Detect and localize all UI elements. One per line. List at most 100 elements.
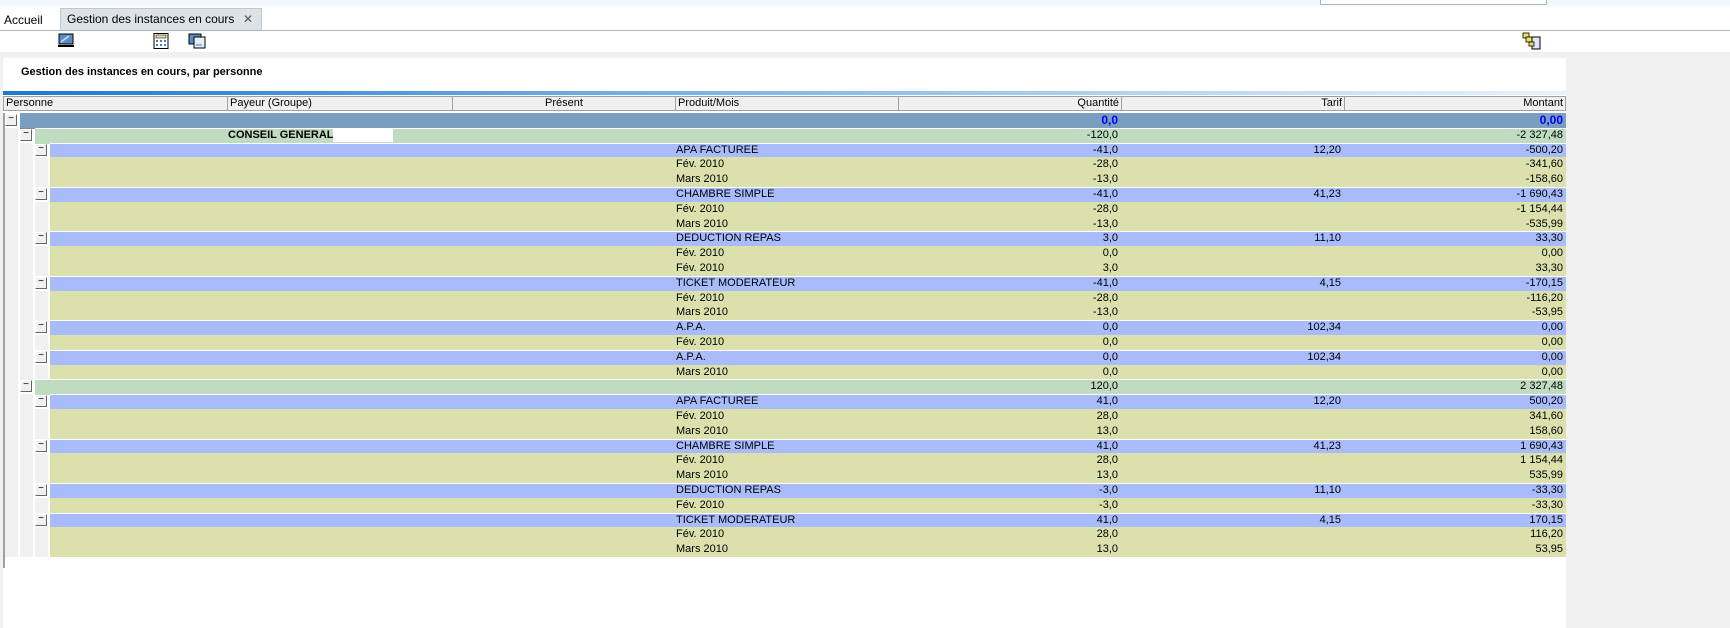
indent-gutter (20, 172, 33, 188)
column-header-quantite[interactable]: Quantité (899, 97, 1122, 110)
detail-row[interactable]: Fév. 2010 28,0 116,20 (3, 527, 1566, 543)
montant-cell: 116,20 (1530, 528, 1563, 541)
quantite-cell: 41,0 (1096, 395, 1118, 408)
hierarchy-export-icon[interactable] (1522, 32, 1542, 50)
quantite-cell: -41,0 (1092, 143, 1118, 156)
row-background (50, 438, 1566, 455)
detail-row[interactable]: Fév. 2010 0,0 0,00 (3, 246, 1566, 262)
detail-row[interactable]: Mars 2010 -13,0 -158,60 (3, 172, 1566, 188)
row-background (50, 320, 1566, 336)
collapse-toggle-icon[interactable]: − (35, 321, 47, 334)
calculator-icon[interactable] (152, 33, 170, 49)
detail-row[interactable]: Mars 2010 0,0 0,00 (3, 364, 1566, 380)
tab-gestion-instances[interactable]: Gestion des instances en cours ✕ (60, 8, 262, 30)
indent-gutter (5, 335, 18, 351)
row-background (50, 364, 1566, 380)
produit-cell: CHAMBRE SIMPLE (676, 439, 775, 452)
detail-row[interactable]: Mars 2010 13,0 53,95 (3, 542, 1566, 558)
row-background (50, 187, 1566, 203)
collapse-toggle-icon[interactable]: − (35, 395, 47, 408)
tarif-cell: 4,15 (1319, 513, 1341, 526)
collapse-toggle-icon[interactable]: − (35, 439, 47, 452)
column-header-montant[interactable]: Montant (1523, 97, 1563, 109)
indent-gutter (35, 157, 48, 173)
page-title: Gestion des instances en cours, par pers… (21, 66, 263, 78)
search-input[interactable] (1320, 0, 1547, 5)
indent-gutter (5, 290, 18, 306)
indent-gutter (5, 512, 18, 528)
indent-gutter (20, 364, 33, 380)
column-header-personne[interactable]: Personne (4, 97, 228, 110)
montant-cell: -33,30 (1531, 484, 1563, 496)
produit-cell: Fév. 2010 (676, 528, 725, 541)
total-row[interactable]: − 0,0 0,00 (3, 113, 1566, 129)
detail-row[interactable]: Mars 2010 -13,0 -53,95 (3, 305, 1566, 321)
tab-bar: Accueil Gestion des instances en cours ✕ (0, 6, 1730, 31)
detail-row[interactable]: Fév. 2010 28,0 1 154,44 (3, 453, 1566, 469)
collapse-toggle-icon[interactable]: − (35, 350, 47, 363)
montant-cell: 1 154,44 (1520, 454, 1563, 467)
quantite-cell: 0,0 (1101, 113, 1118, 127)
detail-row[interactable]: Mars 2010 -13,0 -535,99 (3, 216, 1566, 232)
indent-gutter (5, 172, 18, 188)
indent-gutter (20, 246, 33, 262)
close-icon[interactable]: ✕ (242, 12, 253, 26)
group-row[interactable]: − CONSEIL GENERAL -120,0 -2 327,48 (3, 127, 1566, 144)
column-header-payeur[interactable]: Payeur (Groupe) (228, 97, 453, 110)
product-row[interactable]: − DEDUCTION REPAS -3,0 11,10 -33,30 (3, 483, 1566, 499)
column-header-present[interactable]: Présent (453, 97, 676, 110)
tab-accueil[interactable]: Accueil (4, 13, 43, 27)
monitor-icon[interactable] (57, 33, 75, 49)
row-background (50, 409, 1566, 424)
collapse-toggle-icon[interactable]: − (35, 232, 47, 245)
indent-gutter (35, 468, 48, 484)
column-header-produit[interactable]: Produit/Mois (676, 97, 899, 110)
product-row[interactable]: − TICKET MODERATEUR -41,0 4,15 -170,15 (3, 275, 1566, 292)
quantite-cell: 120,0 (1090, 380, 1118, 393)
detail-row[interactable]: Fév. 2010 28,0 341,60 (3, 409, 1566, 425)
indent-gutter (20, 305, 33, 321)
collapse-toggle-icon[interactable]: − (35, 513, 47, 526)
row-background (50, 512, 1566, 529)
detail-row[interactable]: Fév. 2010 -28,0 -116,20 (3, 290, 1566, 306)
product-row[interactable]: − DEDUCTION REPAS 3,0 11,10 33,30 (3, 231, 1566, 248)
group-row[interactable]: − 120,0 2 327,48 (3, 379, 1566, 396)
indent-gutter (35, 335, 48, 351)
montant-cell: 2 327,48 (1520, 380, 1563, 393)
collapse-toggle-icon[interactable]: − (20, 380, 32, 393)
produit-cell: TICKET MODERATEUR (676, 276, 796, 289)
column-header-tarif[interactable]: Tarif (1122, 97, 1345, 110)
detail-row[interactable]: Fév. 2010 -28,0 -1 154,44 (3, 201, 1566, 218)
product-row[interactable]: − A.P.A. 0,0 102,34 0,00 (3, 349, 1566, 366)
collapse-toggle-icon[interactable]: − (35, 276, 47, 289)
collapse-toggle-icon[interactable]: − (5, 114, 17, 126)
product-row[interactable]: − CHAMBRE SIMPLE 41,0 41,23 1 690,43 (3, 438, 1566, 455)
montant-cell: 1 690,43 (1520, 439, 1563, 452)
detail-row[interactable]: Fév. 2010 -3,0 -33,30 (3, 497, 1566, 514)
collapse-toggle-icon[interactable]: − (35, 484, 47, 496)
grid-left-border (3, 113, 5, 568)
montant-cell: 0,00 (1539, 113, 1563, 127)
product-row[interactable]: − APA FACTUREE -41,0 12,20 -500,20 (3, 142, 1566, 159)
detail-row[interactable]: Fév. 2010 -28,0 -341,60 (3, 157, 1566, 173)
indent-gutter (20, 320, 33, 336)
product-row[interactable]: − CHAMBRE SIMPLE -41,0 41,23 -1 690,43 (3, 187, 1566, 203)
detail-row[interactable]: Fév. 2010 3,0 33,30 (3, 261, 1566, 277)
collapse-toggle-icon[interactable]: − (35, 188, 47, 200)
detail-row[interactable]: Fév. 2010 0,0 0,00 (3, 335, 1566, 351)
collapse-toggle-icon[interactable]: − (20, 128, 32, 141)
montant-cell: 0,00 (1541, 247, 1563, 260)
produit-cell: Mars 2010 (676, 469, 728, 482)
indent-gutter (5, 379, 18, 395)
product-row[interactable]: − APA FACTUREE 41,0 12,20 500,20 (3, 394, 1566, 410)
product-row[interactable]: − TICKET MODERATEUR 41,0 4,15 170,15 (3, 512, 1566, 529)
detail-row[interactable]: Mars 2010 13,0 158,60 (3, 423, 1566, 440)
product-row[interactable]: − A.P.A. 0,0 102,34 0,00 (3, 320, 1566, 336)
produit-cell: Mars 2010 (676, 217, 728, 230)
collapse-toggle-icon[interactable]: − (35, 143, 47, 156)
indent-gutter (5, 483, 18, 499)
montant-cell: 170,15 (1529, 513, 1563, 526)
detail-row[interactable]: Mars 2010 13,0 535,99 (3, 468, 1566, 484)
indent-gutter (35, 290, 48, 306)
windows-icon[interactable] (188, 33, 206, 49)
